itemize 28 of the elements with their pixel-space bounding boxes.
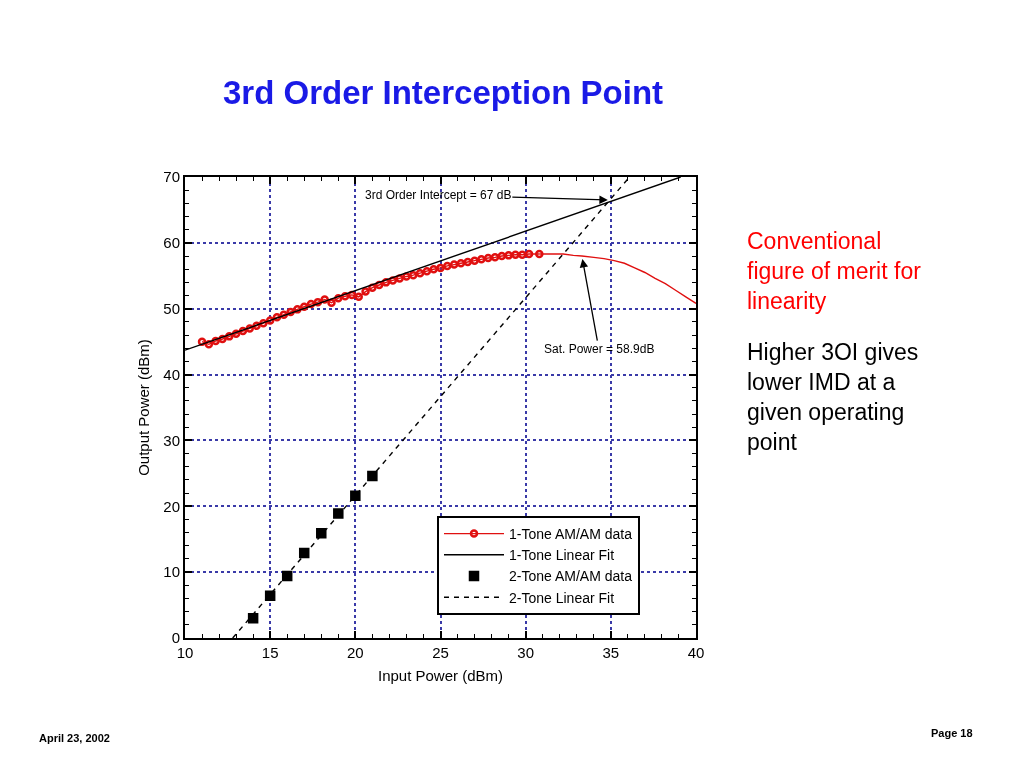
y-tick-label: 20	[163, 497, 180, 515]
x-tick-label: 15	[261, 644, 279, 661]
chart-title: 3rd Order Interception Point	[222, 73, 664, 111]
y-tick-label: 30	[163, 431, 180, 449]
x-axis-title: Input Power (dBm)	[377, 666, 504, 684]
legend-label: 1-Tone Linear Fit	[509, 547, 615, 564]
y-tick-label: 70	[163, 168, 180, 186]
legend-label: 2-Tone AM/AM data	[509, 568, 633, 585]
x-tick-label: 30	[517, 644, 535, 661]
annotation: Sat. Power = 58.9dB	[544, 342, 655, 356]
x-tick-label: 40	[687, 644, 705, 661]
text: Higher 3OI gives lower IMD at a given operating point	[747, 339, 919, 455]
y-tick-label: 10	[163, 563, 180, 581]
y-tick-label: 50	[163, 299, 180, 317]
x-tick-label: 10	[176, 644, 194, 661]
text: Conventional figure of merit for linearity	[747, 228, 922, 314]
x-tick-label: 35	[602, 644, 620, 661]
legend-label: 1-Tone AM/AM data	[509, 526, 633, 543]
annotation: 3rd Order Intercept = 67 dB	[365, 188, 512, 202]
y-tick-label: 0	[171, 629, 180, 647]
x-tick-label: 20	[346, 644, 364, 661]
y-tick-label: 60	[163, 234, 180, 252]
legend-label: 2-Tone Linear Fit	[509, 589, 615, 606]
y-axis-title: Output Power (dBm)	[135, 339, 153, 476]
text: April 23, 2002	[39, 732, 110, 744]
x-tick-label: 25	[432, 644, 449, 661]
text: Page 18	[931, 727, 973, 739]
y-tick-label: 40	[163, 365, 180, 383]
